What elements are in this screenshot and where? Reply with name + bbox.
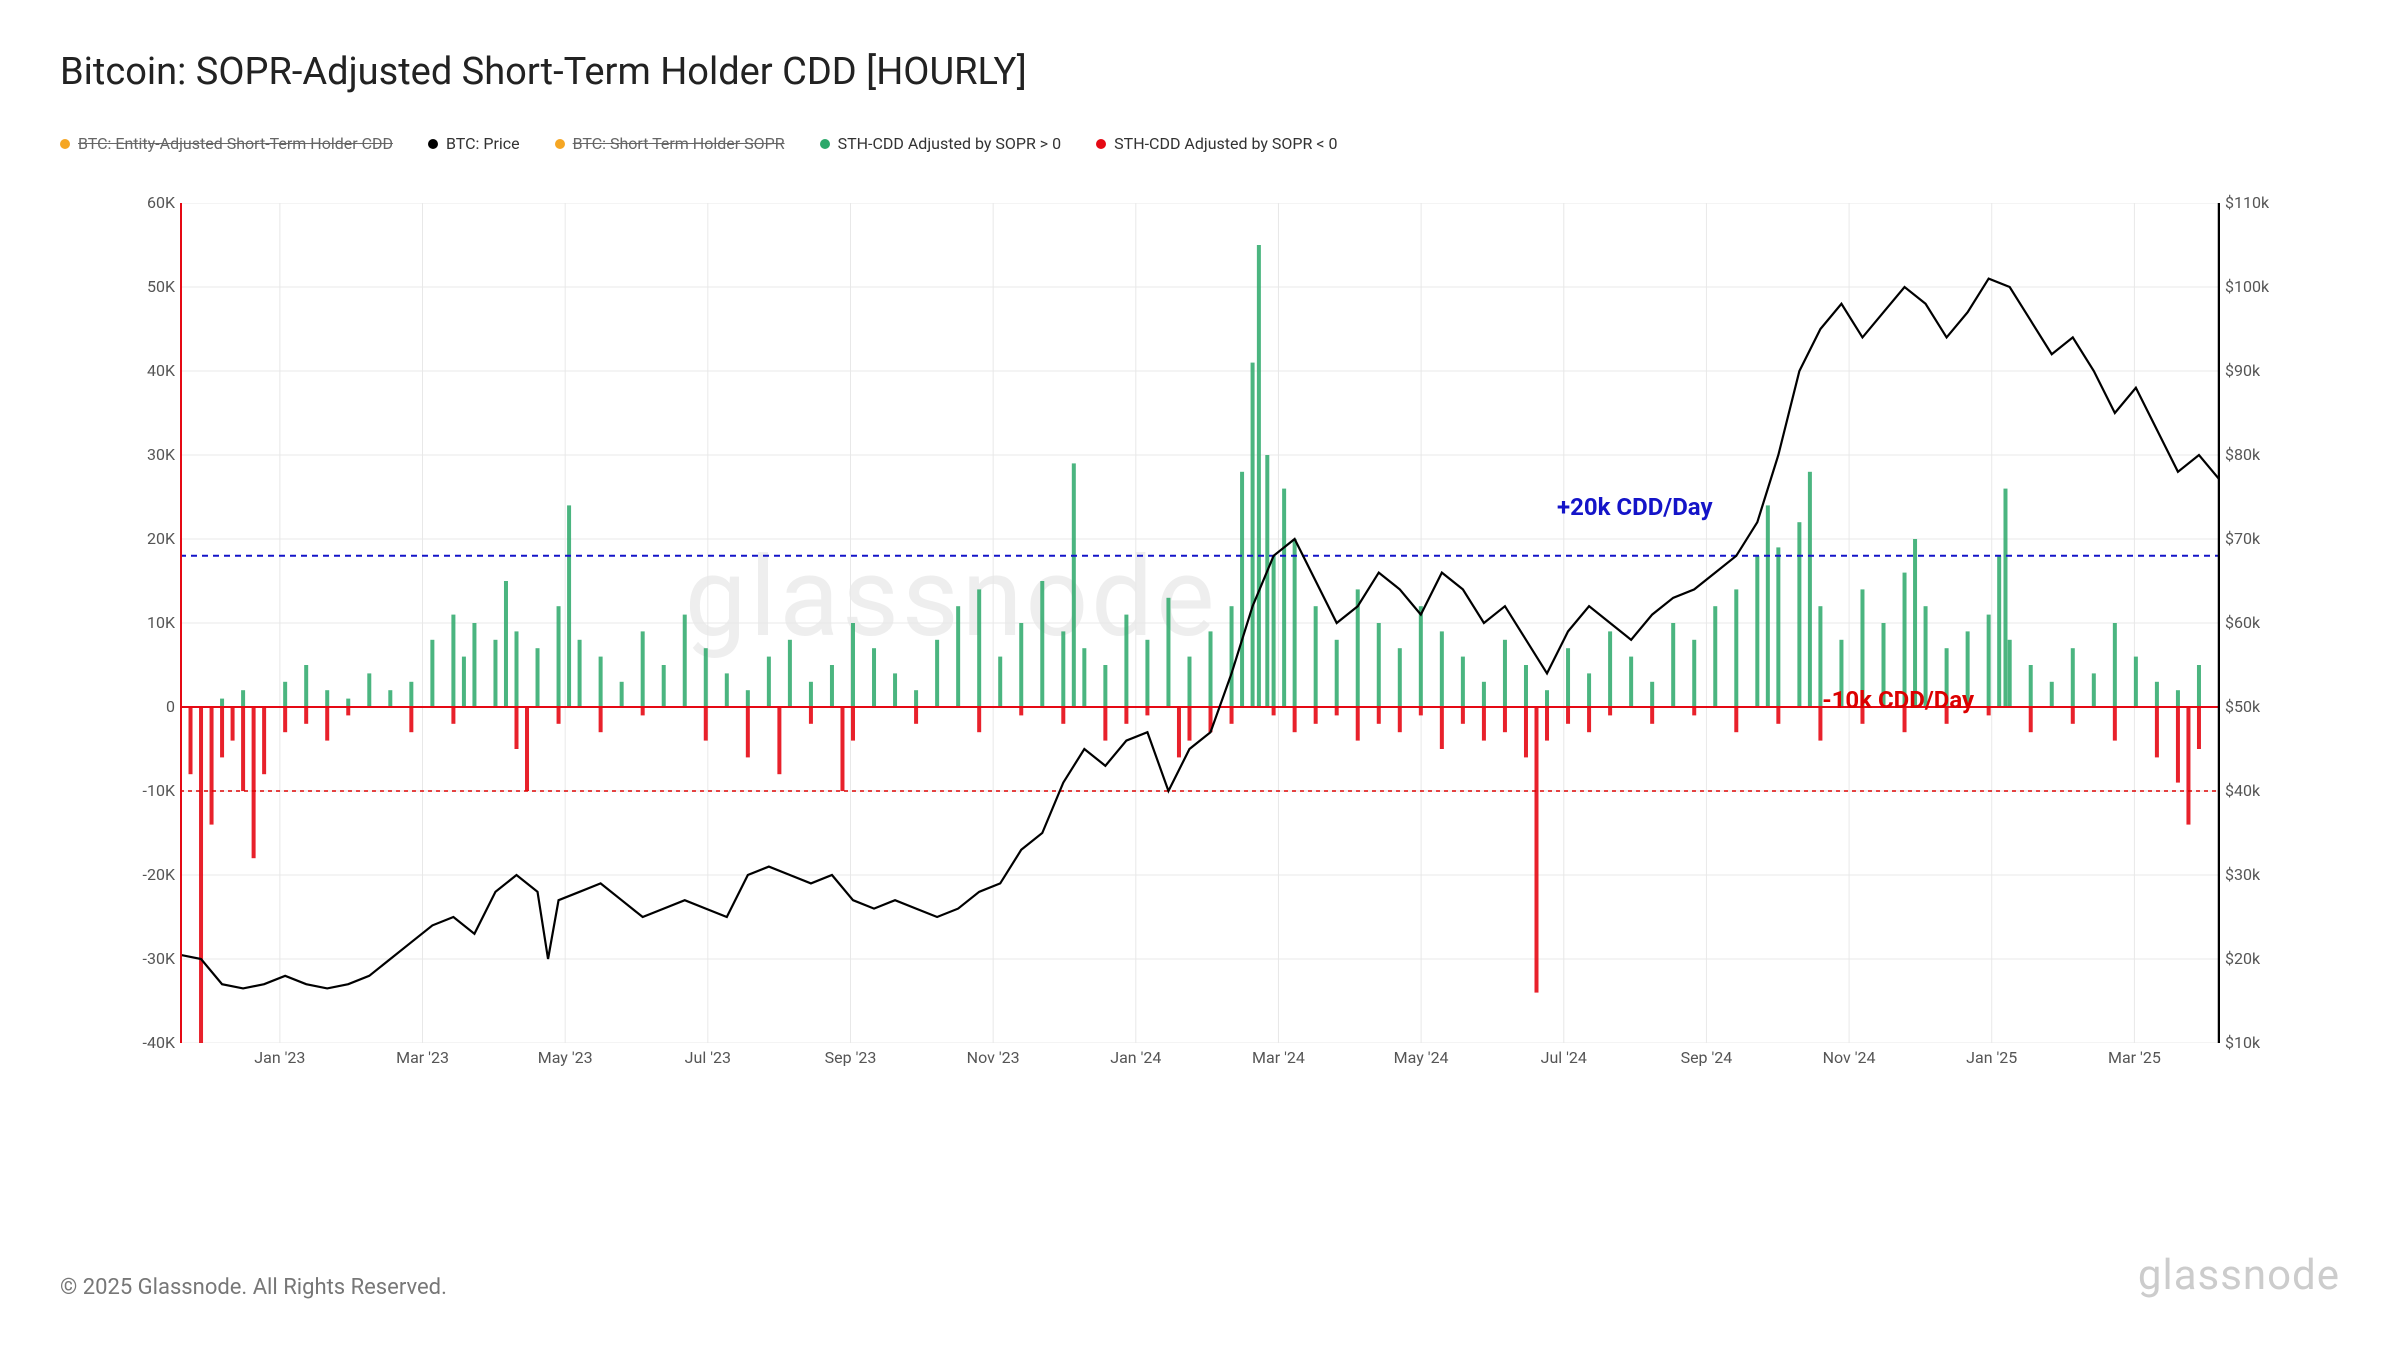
legend-item[interactable]: BTC: Price — [428, 134, 520, 153]
x-tick: Jan '25 — [1966, 1048, 2017, 1067]
y-right-tick: $50k — [2225, 697, 2305, 716]
x-tick: Sep '23 — [825, 1048, 877, 1067]
legend-dot — [555, 139, 565, 149]
x-tick: Nov '23 — [967, 1048, 1020, 1067]
chart-container: glassnode +20k CDD/Day -10k CDD/Day 60K5… — [80, 183, 2320, 1103]
legend-label: BTC: Short Term Holder SOPR — [573, 134, 785, 153]
y-right-tick: $40k — [2225, 781, 2305, 800]
x-tick: Mar '23 — [396, 1048, 449, 1067]
legend-label: BTC: Entity-Adjusted Short-Term Holder C… — [78, 134, 393, 153]
y-left-tick: -10K — [95, 781, 175, 800]
x-tick: Jan '24 — [1110, 1048, 1161, 1067]
y-right-tick: $110k — [2225, 193, 2305, 212]
chart-svg — [180, 203, 2220, 1043]
legend-dot — [820, 139, 830, 149]
legend-label: BTC: Price — [446, 134, 520, 153]
x-tick: Mar '25 — [2108, 1048, 2161, 1067]
legend-dot — [60, 139, 70, 149]
y-left-tick: 30K — [95, 445, 175, 464]
y-left-tick: 50K — [95, 277, 175, 296]
y-right-tick: $20k — [2225, 949, 2305, 968]
x-tick: Sep '24 — [1681, 1048, 1733, 1067]
x-tick: Jan '23 — [254, 1048, 305, 1067]
legend-item[interactable]: BTC: Short Term Holder SOPR — [555, 134, 785, 153]
y-right-tick: $10k — [2225, 1033, 2305, 1052]
legend: BTC: Entity-Adjusted Short-Term Holder C… — [60, 134, 2340, 153]
y-right-tick: $100k — [2225, 277, 2305, 296]
annotation-upper: +20k CDD/Day — [1557, 493, 1713, 521]
legend-item[interactable]: BTC: Entity-Adjusted Short-Term Holder C… — [60, 134, 393, 153]
x-tick: Jul '24 — [1541, 1048, 1587, 1067]
y-right-tick: $90k — [2225, 361, 2305, 380]
legend-label: STH-CDD Adjusted by SOPR > 0 — [838, 134, 1062, 153]
legend-item[interactable]: STH-CDD Adjusted by SOPR > 0 — [820, 134, 1062, 153]
annotation-lower: -10k CDD/Day — [1822, 686, 1974, 714]
y-left-tick: 20K — [95, 529, 175, 548]
y-right-tick: $30k — [2225, 865, 2305, 884]
x-tick: May '24 — [1394, 1048, 1449, 1067]
legend-dot — [428, 139, 438, 149]
x-tick: May '23 — [538, 1048, 593, 1067]
y-left-tick: 40K — [95, 361, 175, 380]
y-left-tick: 0 — [95, 697, 175, 716]
y-right-tick: $70k — [2225, 529, 2305, 548]
plot-area: +20k CDD/Day -10k CDD/Day — [180, 203, 2220, 1043]
glassnode-logo: glassnode — [2138, 1251, 2340, 1300]
y-left-tick: -20K — [95, 865, 175, 884]
y-left-tick: -40K — [95, 1033, 175, 1052]
x-tick: Jul '23 — [685, 1048, 731, 1067]
y-right-tick: $60k — [2225, 613, 2305, 632]
x-tick: Nov '24 — [1823, 1048, 1876, 1067]
chart-title: Bitcoin: SOPR-Adjusted Short-Term Holder… — [60, 50, 2340, 94]
y-left-tick: 10K — [95, 613, 175, 632]
copyright-text: © 2025 Glassnode. All Rights Reserved. — [60, 1275, 447, 1300]
legend-label: STH-CDD Adjusted by SOPR < 0 — [1114, 134, 1337, 153]
y-left-tick: -30K — [95, 949, 175, 968]
x-tick: Mar '24 — [1252, 1048, 1305, 1067]
legend-dot — [1096, 139, 1106, 149]
legend-item[interactable]: STH-CDD Adjusted by SOPR < 0 — [1096, 134, 1337, 153]
y-right-tick: $80k — [2225, 445, 2305, 464]
y-left-tick: 60K — [95, 193, 175, 212]
